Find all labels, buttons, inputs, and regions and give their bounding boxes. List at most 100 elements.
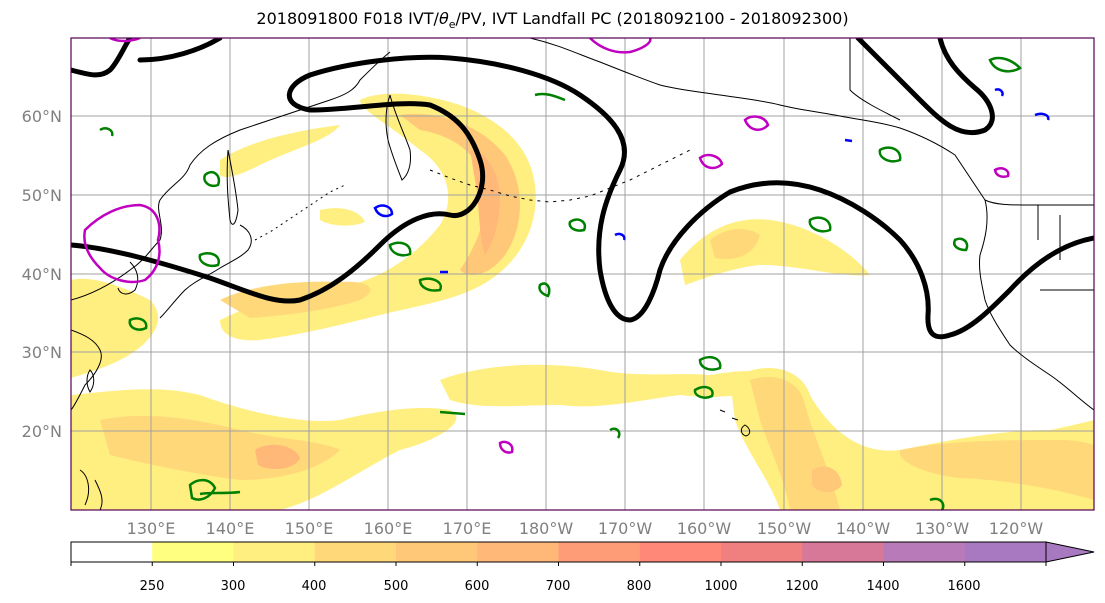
coastline-philippines <box>79 469 103 510</box>
colorbar-label-1400: 1400 <box>866 579 899 594</box>
coastline-asia <box>71 51 391 301</box>
coastline-hawaii <box>719 409 751 437</box>
green-contour-7 <box>538 282 551 298</box>
map-frame <box>70 37 1095 511</box>
blue-contour-2 <box>614 232 626 241</box>
colorbar-segments <box>71 542 1047 562</box>
ivt-river-nw-max <box>470 150 500 255</box>
coastline-alaska <box>529 38 1094 206</box>
ivt-strip-west <box>71 278 159 378</box>
magenta-contour-6 <box>993 167 1010 178</box>
coastline-na-west <box>979 199 1094 411</box>
green-contour-5 <box>388 241 412 257</box>
pv-contours <box>71 38 1094 340</box>
pv-contour-north-west <box>71 38 133 78</box>
lat-label-50n: 50°N <box>22 186 62 205</box>
map-title: 2018091800 F018 IVT/θe/PV, IVT Landfall … <box>256 9 849 32</box>
lon-label-180w: 180°W <box>519 519 574 538</box>
colorbar-label-600: 600 <box>465 579 490 594</box>
lon-label-150w: 150°W <box>757 519 812 538</box>
green-contour-11 <box>808 216 832 233</box>
green-contour-14 <box>953 237 969 252</box>
latitude-labels: 60°N 50°N 40°N 30°N 20°N <box>22 107 62 441</box>
colorbar-label-1200: 1200 <box>785 579 818 594</box>
green-contours <box>99 56 1023 510</box>
colorbar-label-400: 400 <box>302 579 327 594</box>
coastline-aleutians <box>429 149 691 203</box>
ivt-band-east-central-core <box>710 228 760 260</box>
magenta-contour-2 <box>589 38 652 54</box>
colorbar-segment <box>477 542 559 562</box>
graticule <box>71 38 1094 510</box>
blue-contours <box>373 88 1050 274</box>
magenta-contour-3 <box>698 153 724 170</box>
lat-label-40n: 40°N <box>22 265 62 284</box>
green-contour-3 <box>198 251 221 267</box>
blue-contour-3 <box>1034 112 1050 121</box>
colorbar-segment <box>71 542 153 562</box>
green-contour-16 <box>128 317 148 331</box>
magenta-contour-4 <box>743 115 770 131</box>
green-contour-1 <box>188 478 217 501</box>
lon-label-170w: 170°W <box>598 519 653 538</box>
colorbar-segment <box>883 542 966 562</box>
colorbar-segment <box>639 542 722 562</box>
ivt-band-subtropical-central <box>440 364 780 407</box>
blue-contour-6 <box>844 138 853 143</box>
coastline-korea <box>117 261 139 295</box>
lon-label-130e: 130°E <box>127 519 176 538</box>
lon-label-140w: 140°W <box>836 519 891 538</box>
lat-label-20n: 20°N <box>22 422 62 441</box>
border-alaska-canada <box>849 38 901 121</box>
lon-label-120w: 120°W <box>989 519 1044 538</box>
green-contour-4 <box>203 170 221 187</box>
colorbar-label-250: 250 <box>140 579 165 594</box>
green-contour-20 <box>929 497 945 510</box>
longitude-labels: 130°E 140°E 150°E 160°E 170°E 180°W 170°… <box>127 519 1044 538</box>
lon-label-160w: 160°W <box>677 519 732 538</box>
lat-label-60n: 60°N <box>22 107 62 126</box>
colorbar-label-500: 500 <box>384 579 409 594</box>
colorbar-segment <box>721 542 803 562</box>
colorbar-label-300: 300 <box>221 579 246 594</box>
coastline-japan <box>159 224 252 319</box>
green-contour-6 <box>418 277 443 292</box>
lon-label-140e: 140°E <box>206 519 255 538</box>
lon-label-160e: 160°E <box>364 519 413 538</box>
coastline-kamchatka <box>385 94 411 181</box>
ivt-strip-northwest <box>220 125 340 177</box>
colorbar-segment <box>233 542 316 562</box>
lon-label-130w: 130°W <box>915 519 970 538</box>
lon-label-150e: 150°E <box>285 519 334 538</box>
colorbar-label-1600: 1600 <box>947 579 980 594</box>
green-contour-17 <box>534 92 566 102</box>
lon-label-170e: 170°E <box>443 519 492 538</box>
colorbar-ticks <box>70 562 1047 566</box>
coastlines <box>71 38 1094 510</box>
ivt-maximum-west <box>255 444 300 470</box>
colorbar: 250 300 400 500 600 700 800 1000 1200 14… <box>70 541 1095 594</box>
colorbar-label-1000: 1000 <box>704 579 737 594</box>
colorbar-segment <box>152 542 234 562</box>
green-contour-12 <box>878 146 902 163</box>
green-contour-9 <box>698 356 722 371</box>
map-panel <box>71 38 1094 510</box>
lat-label-30n: 30°N <box>22 343 62 362</box>
ivt-patch-japan-sea <box>320 208 365 226</box>
ivt-plume-east-extension <box>900 440 1094 500</box>
green-contour-15 <box>99 127 114 137</box>
magenta-contour-1 <box>83 203 161 284</box>
pv-contour-north-east <box>855 38 995 136</box>
magenta-contour-7 <box>109 38 141 43</box>
green-contour-2 <box>199 490 241 496</box>
coastline-taiwan <box>86 369 95 393</box>
green-contour-10 <box>693 385 714 399</box>
green-contour-19 <box>609 427 621 439</box>
border-canada-us <box>1030 204 1094 291</box>
colorbar-segment <box>314 542 397 562</box>
pv-contour-north-central <box>137 38 223 63</box>
colorbar-segment <box>396 542 478 562</box>
magenta-contours <box>83 38 1010 454</box>
green-contour-18 <box>439 410 466 416</box>
